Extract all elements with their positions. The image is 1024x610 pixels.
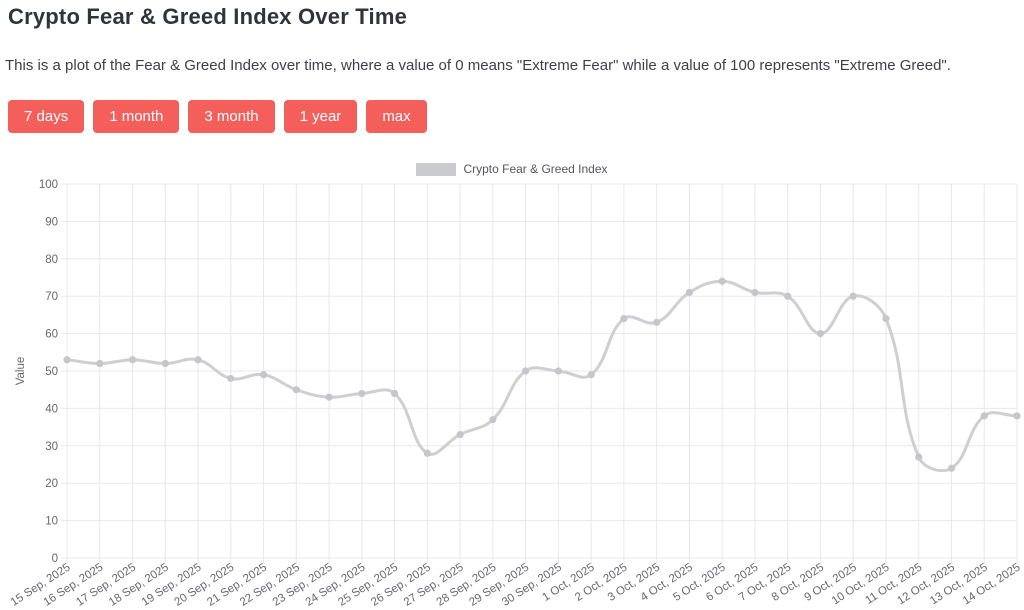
svg-text:60: 60 [45, 329, 58, 341]
page-description: This is a plot of the Fear & Greed Index… [5, 57, 951, 74]
chart-legend[interactable]: Crypto Fear & Greed Index [0, 162, 1024, 176]
svg-text:0: 0 [52, 553, 58, 565]
svg-text:90: 90 [45, 216, 58, 228]
svg-text:Value: Value [15, 357, 27, 386]
range-button-7-days[interactable]: 7 days [8, 100, 85, 133]
chart-container: Crypto Fear & Greed Index 0 10 20 30 40 50 60 7… [0, 157, 1024, 610]
legend-label: Crypto Fear & Greed Index [463, 162, 608, 176]
page-title: Crypto Fear & Greed Index Over Time [8, 4, 408, 29]
range-button-1-month[interactable]: 1 month [93, 100, 180, 133]
range-buttons: 7 days 1 month 3 month 1 year max [0, 74, 1024, 133]
range-button-1-year[interactable]: 1 year [283, 100, 358, 133]
range-button-3-month[interactable]: 3 month [188, 100, 275, 133]
page-header: Crypto Fear & Greed Index Over Time This… [0, 0, 1024, 133]
svg-text:50: 50 [45, 366, 58, 378]
svg-text:100: 100 [39, 179, 58, 191]
svg-text:70: 70 [45, 291, 58, 303]
svg-text:30: 30 [45, 441, 58, 453]
legend-swatch [416, 162, 457, 176]
svg-text:40: 40 [45, 403, 58, 415]
svg-text:10: 10 [45, 516, 58, 528]
svg-text:20: 20 [45, 478, 58, 490]
range-button-max[interactable]: max [366, 100, 427, 133]
svg-text:14 Oct, 2025: 14 Oct, 2025 [961, 561, 1023, 607]
svg-text:80: 80 [45, 254, 58, 266]
